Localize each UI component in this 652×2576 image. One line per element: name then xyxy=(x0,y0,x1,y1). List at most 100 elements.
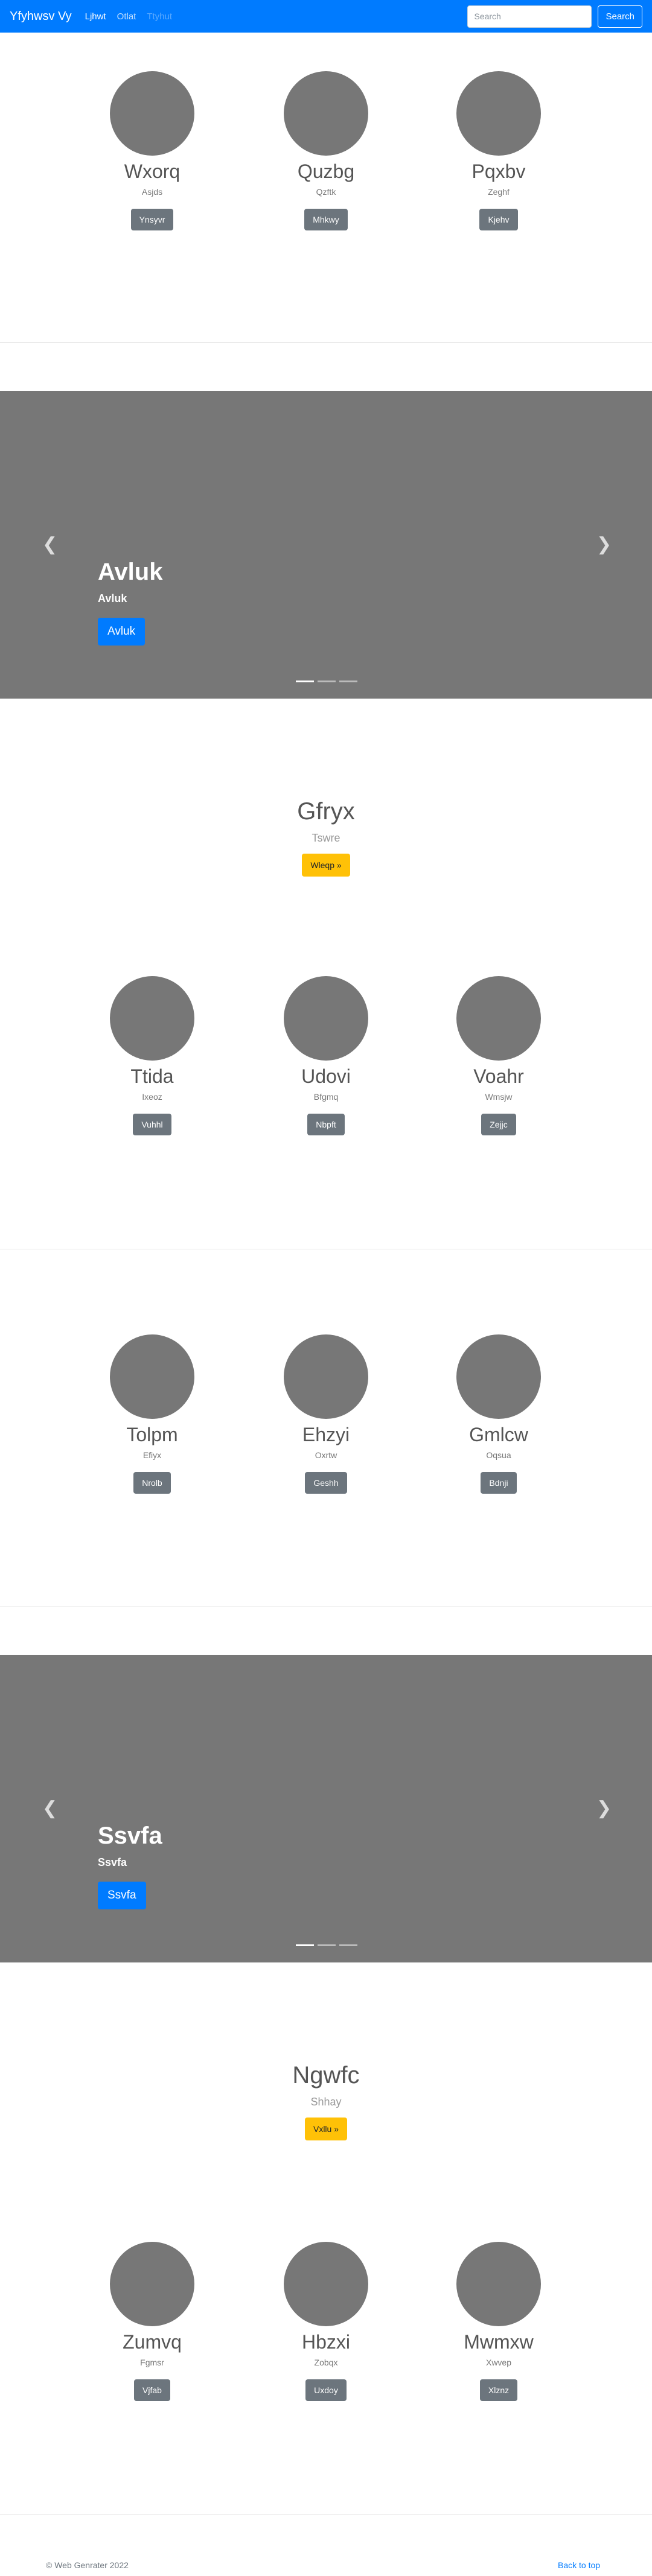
carousel-subtitle: Ssvfa xyxy=(98,1856,127,1868)
profile-card: Tolpm Efiyx Nrolb xyxy=(80,1334,225,1494)
carousel-button[interactable]: Avluk xyxy=(98,618,145,646)
profile-button[interactable]: Vuhhl xyxy=(133,1114,171,1135)
carousel-1: ❮ ❯ Avluk Avluk Avluk xyxy=(0,391,652,699)
profile-subtitle: Oqsua xyxy=(486,1450,511,1460)
profile-name: Voahr xyxy=(473,1065,524,1087)
back-to-top-link[interactable]: Back to top xyxy=(558,2560,601,2570)
profile-subtitle: Fgmsr xyxy=(140,2358,164,2367)
nav-link-1[interactable]: Ljhwt xyxy=(85,11,106,22)
jumbotron-title: Ngwfc xyxy=(292,2062,360,2089)
profile-name: Ehzyi xyxy=(302,1424,350,1445)
profile-name: Quzbg xyxy=(297,160,355,182)
profile-card: Hbzxi Zobqx Uxdoy xyxy=(254,2242,398,2401)
profile-name: Hbzxi xyxy=(301,2331,350,2353)
profile-name: Gmlcw xyxy=(469,1424,528,1445)
profile-subtitle: Bfgmq xyxy=(313,1092,339,1102)
chevron-left-icon[interactable]: ❮ xyxy=(42,1798,58,1818)
profile-name: Tolpm xyxy=(126,1424,178,1445)
chevron-right-icon[interactable]: ❯ xyxy=(596,535,612,554)
carousel-indicator-active[interactable] xyxy=(296,680,314,682)
profile-card: Voahr Wmsjw Zejjc xyxy=(426,976,571,1135)
carousel-subtitle: Avluk xyxy=(98,592,127,604)
avatar-placeholder xyxy=(456,71,541,156)
profile-subtitle: Oxrtw xyxy=(315,1450,337,1460)
carousel-indicators xyxy=(296,1944,357,1946)
carousel-2: ❮ ❯ Ssvfa Ssvfa Ssvfa xyxy=(0,1655,652,1962)
profile-subtitle: Qzftk xyxy=(316,187,336,197)
profile-name: Zumvq xyxy=(123,2331,182,2353)
profile-card: Ttida Ixeoz Vuhhl xyxy=(80,976,225,1135)
profile-button[interactable]: Bdnji xyxy=(481,1472,517,1494)
search-input[interactable] xyxy=(467,5,592,28)
navbar-brand[interactable]: Yfyhwsv Vy xyxy=(10,9,72,23)
profile-button[interactable]: Vjfab xyxy=(134,2379,170,2401)
profile-name: Wxorq xyxy=(124,160,181,182)
jumbotron-button[interactable]: Vxllu » xyxy=(304,2118,348,2140)
profile-button[interactable]: Ynsyvr xyxy=(130,209,174,230)
profile-button[interactable]: Kjehv xyxy=(479,209,518,230)
jumbotron-title: Gfryx xyxy=(297,798,355,825)
section-divider xyxy=(0,342,652,343)
footer-copyright: © Web Genrater 2022 xyxy=(46,2560,129,2570)
carousel-indicator[interactable] xyxy=(339,680,357,682)
profile-button[interactable]: Geshh xyxy=(305,1472,347,1494)
avatar-placeholder xyxy=(110,71,194,156)
avatar-placeholder xyxy=(284,1334,368,1419)
carousel-title: Avluk xyxy=(98,559,163,585)
profile-subtitle: Efiyx xyxy=(142,1450,162,1460)
profile-subtitle: Wmsjw xyxy=(485,1092,513,1102)
profile-card: Ehzyi Oxrtw Geshh xyxy=(254,1334,398,1494)
chevron-left-icon[interactable]: ❮ xyxy=(42,535,58,554)
jumbotron-button[interactable]: Wleqp » xyxy=(302,854,350,877)
avatar-placeholder xyxy=(456,1334,541,1419)
profile-subtitle: Asjds xyxy=(141,187,163,197)
profile-card: Pqxbv Zeghf Kjehv xyxy=(426,71,571,230)
profile-card: Udovi Bfgmq Nbpft xyxy=(254,976,398,1135)
profile-button[interactable]: Nbpft xyxy=(307,1114,345,1135)
carousel-indicator-active[interactable] xyxy=(296,1944,314,1946)
footer-divider xyxy=(0,2514,652,2515)
profile-button[interactable]: Mhkwy xyxy=(304,209,348,230)
profile-subtitle: Xwvep xyxy=(485,2358,512,2367)
carousel-title: Ssvfa xyxy=(98,1823,162,1849)
profile-button[interactable]: Zejjc xyxy=(481,1114,516,1135)
profile-button[interactable]: Xlznz xyxy=(479,2379,518,2401)
avatar-placeholder xyxy=(284,2242,368,2326)
profile-card: Mwmxw Xwvep Xlznz xyxy=(426,2242,571,2401)
avatar-placeholder xyxy=(456,976,541,1061)
profile-card: Quzbg Qzftk Mhkwy xyxy=(254,71,398,230)
avatar-placeholder xyxy=(110,976,194,1061)
avatar-placeholder xyxy=(284,976,368,1061)
profile-subtitle: Zobqx xyxy=(314,2358,338,2367)
carousel-indicator[interactable] xyxy=(318,680,336,682)
profile-card: Zumvq Fgmsr Vjfab xyxy=(80,2242,225,2401)
jumbotron-2: Ngwfc Shhay Vxllu » xyxy=(0,2061,652,2140)
profile-card: Wxorq Asjds Ynsyvr xyxy=(80,71,225,230)
jumbotron-subtitle: Tswre xyxy=(312,832,340,844)
nav-link-2[interactable]: Otlat xyxy=(117,11,136,22)
profile-card: Gmlcw Oqsua Bdnji xyxy=(426,1334,571,1494)
jumbotron-1: Gfryx Tswre Wleqp » xyxy=(0,797,652,877)
avatar-placeholder xyxy=(456,2242,541,2326)
profile-name: Pqxbv xyxy=(471,160,526,182)
profile-name: Udovi xyxy=(301,1065,351,1087)
carousel-indicator[interactable] xyxy=(339,1944,357,1946)
jumbotron-subtitle: Shhay xyxy=(310,2096,342,2108)
profile-name: Mwmxw xyxy=(464,2331,534,2353)
profile-button[interactable]: Nrolb xyxy=(133,1472,171,1494)
nav-link-3-disabled: Ttyhut xyxy=(147,11,173,22)
carousel-indicators xyxy=(296,680,357,682)
avatar-placeholder xyxy=(284,71,368,156)
profile-subtitle: Zeghf xyxy=(488,187,510,197)
profile-button[interactable]: Uxdoy xyxy=(305,2379,347,2401)
carousel-button[interactable]: Ssvfa xyxy=(98,1882,146,1909)
top-navbar: Yfyhwsv Vy Ljhwt Otlat Ttyhut Search xyxy=(0,0,652,33)
search-button[interactable]: Search xyxy=(598,5,642,28)
carousel-indicator[interactable] xyxy=(318,1944,336,1946)
profile-name: Ttida xyxy=(130,1065,174,1087)
avatar-placeholder xyxy=(110,2242,194,2326)
chevron-right-icon[interactable]: ❯ xyxy=(596,1798,612,1818)
avatar-placeholder xyxy=(110,1334,194,1419)
profile-subtitle: Ixeoz xyxy=(142,1092,162,1102)
